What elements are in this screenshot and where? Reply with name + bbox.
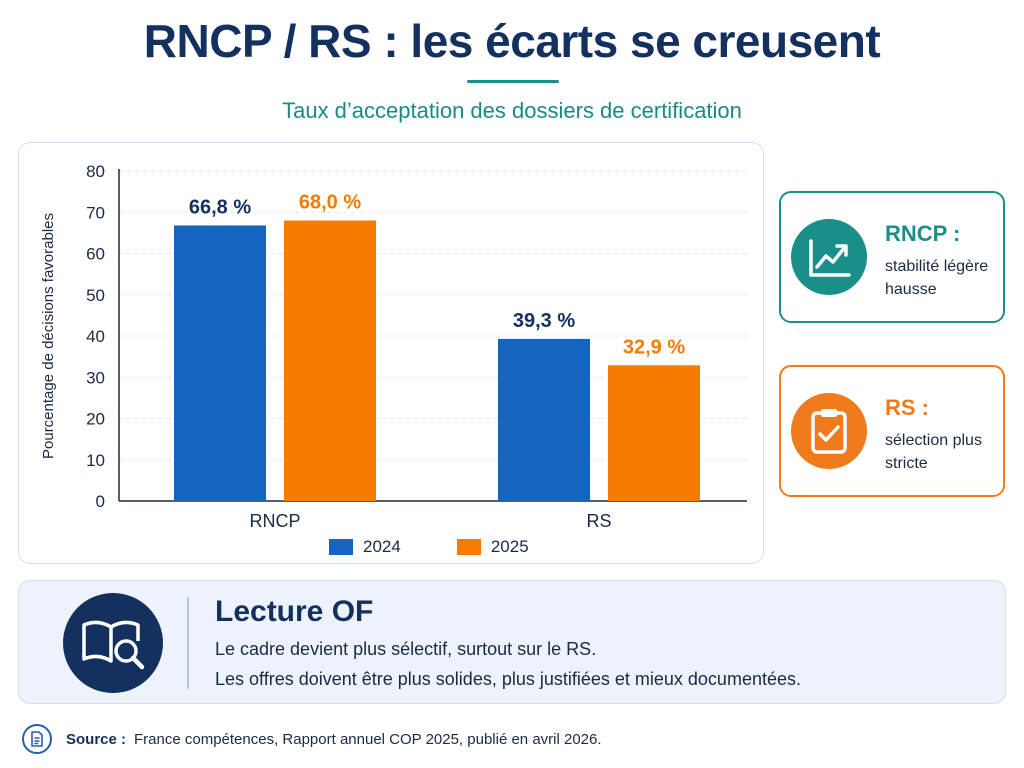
y-tick-label-10: 10 bbox=[86, 451, 105, 470]
bar-rncp-2025 bbox=[284, 220, 376, 501]
y-tick-label-40: 40 bbox=[86, 327, 105, 346]
bar-rs-2024 bbox=[498, 338, 590, 501]
rncp-card-text: stabilité légère hausse bbox=[885, 258, 989, 298]
rs-card-heading: RS : bbox=[885, 395, 929, 420]
clipboard-check-icon bbox=[791, 393, 867, 469]
rs-card-text: sélection plus stricte bbox=[885, 432, 982, 472]
bar-rs-2025 bbox=[608, 365, 700, 501]
x-tick-label-rncp: RNCP bbox=[249, 511, 300, 531]
y-axis-label: Pourcentage de décisions favorables bbox=[40, 213, 57, 459]
chart-legend: 2024 2025 bbox=[329, 537, 573, 557]
title-underline bbox=[467, 80, 559, 83]
legend-item-2024: 2024 bbox=[329, 537, 401, 557]
legend-label-2024: 2024 bbox=[363, 537, 401, 556]
legend-label-2025: 2025 bbox=[490, 537, 529, 556]
bar-chart: 0 10 20 30 40 50 60 70 80 Pourcentage de décision… bbox=[40, 162, 747, 531]
rncp-card: RNCP : stabilité légère hausse bbox=[779, 191, 1005, 323]
data-label-rs-2025: 32,9 % bbox=[623, 336, 685, 358]
page-title: RNCP / RS : les écarts se creusent bbox=[143, 15, 881, 67]
legend-item-2025: 2025 bbox=[456, 537, 529, 557]
source-label: Source : bbox=[66, 730, 127, 748]
chart-panel: 0 10 20 30 40 50 60 70 80 Pourcentage de décision… bbox=[18, 142, 764, 564]
x-tick-label-rs: RS bbox=[586, 511, 611, 531]
y-tick-label-50: 50 bbox=[86, 286, 105, 305]
source-line: Source : France compétences, Rapport ann… bbox=[22, 724, 602, 754]
lecture-line-1: Le cadre devient plus sélectif, surtout … bbox=[215, 639, 597, 659]
page-subtitle: Taux d’acceptation des dossiers de certi… bbox=[282, 98, 742, 123]
y-tick-label-60: 60 bbox=[86, 245, 105, 264]
lecture-heading: Lecture OF bbox=[215, 595, 374, 628]
rncp-card-heading: RNCP : bbox=[885, 221, 961, 246]
y-tick-label-80: 80 bbox=[86, 162, 105, 181]
y-tick-label-0: 0 bbox=[96, 492, 105, 511]
y-tick-label-30: 30 bbox=[86, 368, 105, 387]
data-label-rncp-2024: 66,8 % bbox=[189, 196, 251, 218]
trend-up-chart-icon bbox=[791, 219, 867, 295]
lecture-divider bbox=[187, 597, 189, 689]
lecture-line-2: Les offres doivent être plus solides, pl… bbox=[215, 669, 801, 689]
book-magnifier-icon bbox=[63, 593, 163, 693]
rs-card: RS : sélection plus stricte bbox=[779, 365, 1005, 497]
legend-swatch-2025 bbox=[456, 539, 481, 555]
bar-rncp-2024 bbox=[174, 225, 266, 501]
document-icon bbox=[22, 724, 52, 754]
legend-swatch-2024 bbox=[329, 539, 353, 555]
y-tick-label-70: 70 bbox=[86, 203, 105, 222]
data-label-rs-2024: 39,3 % bbox=[513, 310, 575, 332]
y-tick-label-20: 20 bbox=[86, 410, 105, 429]
data-label-rncp-2025: 68,0 % bbox=[299, 192, 361, 214]
lecture-panel: Lecture OF Le cadre devient plus sélecti… bbox=[18, 580, 1006, 704]
source-text: France compétences, Rapport annuel COP 2… bbox=[134, 730, 602, 748]
